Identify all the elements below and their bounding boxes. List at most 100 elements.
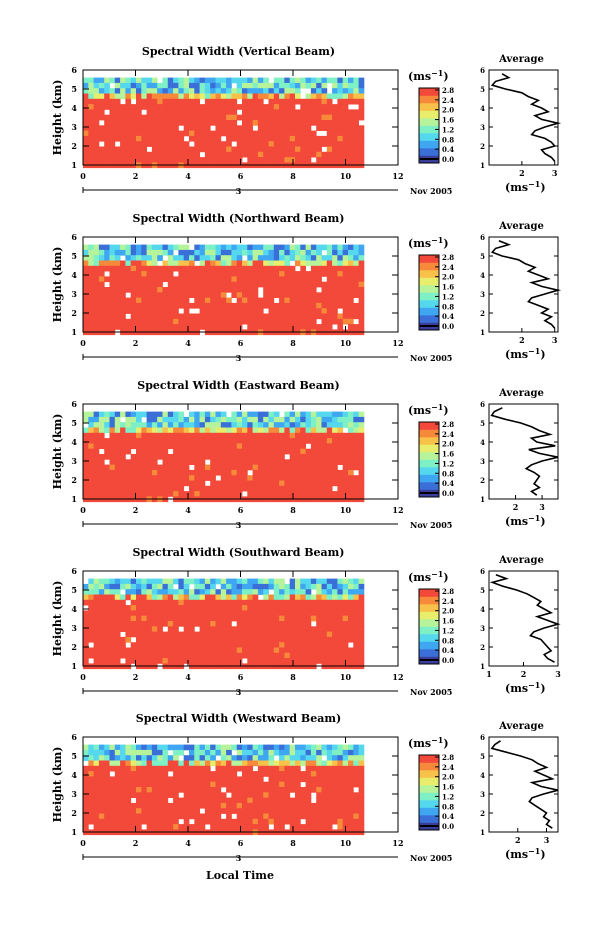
heatmap-cell — [353, 98, 359, 105]
heatmap-cell — [183, 647, 190, 654]
heatmap-cell — [162, 589, 169, 595]
heatmap-cell — [273, 104, 280, 110]
heatmap-cell — [247, 297, 253, 304]
panel-title: Spectral Width (Northward Beam) — [133, 212, 345, 225]
heatmap-cell — [204, 249, 211, 256]
colorbar-swatch — [419, 133, 439, 141]
heatmap-cell — [189, 744, 195, 751]
heatmap-cell — [289, 443, 296, 450]
heatmap-cell — [204, 276, 211, 283]
heatmap-cell — [226, 297, 232, 304]
heatmap-cell — [257, 104, 264, 110]
heatmap-cell — [273, 818, 280, 825]
heatmap-cell — [305, 631, 312, 638]
heatmap-cell — [337, 313, 344, 320]
heatmap-cell — [226, 93, 232, 100]
heatmap-cell — [125, 594, 132, 601]
heatmap-cell — [220, 776, 227, 783]
heatmap-cell — [114, 125, 121, 131]
heatmap-cell — [167, 292, 174, 298]
heatmap-cell — [136, 765, 142, 772]
heatmap-cell — [199, 313, 206, 320]
heatmap-cell — [358, 578, 365, 585]
heatmap-cell — [189, 114, 195, 121]
heatmap-cell — [199, 749, 206, 756]
heatmap-cell — [93, 443, 100, 450]
heatmap-cell — [316, 281, 322, 288]
heatmap-cell — [178, 647, 185, 654]
heatmap-cell — [231, 104, 238, 110]
heatmap-cell — [284, 271, 291, 277]
heatmap-cell — [215, 109, 222, 116]
heatmap-cell — [348, 631, 354, 638]
heatmap-cell — [242, 818, 248, 825]
heatmap-cell — [136, 749, 142, 756]
heatmap-cell — [332, 480, 338, 487]
heatmap-cell — [151, 157, 158, 163]
heatmap-cell — [295, 475, 301, 481]
heatmap-cell — [204, 448, 211, 455]
heatmap-cell — [83, 755, 89, 761]
heatmap-cell — [321, 443, 328, 450]
heatmap-cell — [358, 459, 365, 465]
heatmap-cell — [88, 626, 94, 632]
heatmap-cell — [284, 104, 291, 110]
heatmap-cell — [310, 652, 317, 659]
heatmap-cell — [321, 765, 328, 772]
heatmap-cell — [114, 292, 121, 298]
heatmap-cell — [236, 824, 243, 830]
heatmap-cell — [321, 255, 328, 261]
heatmap-cell — [194, 120, 200, 126]
heatmap-cell — [252, 594, 259, 601]
heatmap-cell — [321, 589, 328, 595]
heatmap-cell — [194, 589, 200, 595]
heatmap-cell — [162, 615, 169, 622]
heatmap-cell — [247, 464, 253, 471]
heatmap-cell — [337, 120, 344, 126]
heatmap-cell — [104, 82, 110, 89]
heatmap-cell — [353, 411, 359, 418]
heatmap-cell — [310, 610, 317, 617]
avg-profile-line — [490, 740, 559, 829]
colorbar-tick-label: 0.0 — [442, 155, 454, 164]
heatmap-cell — [162, 416, 169, 423]
heatmap-cell — [295, 765, 301, 772]
heatmap-cell — [98, 130, 105, 137]
heatmap-cell — [321, 813, 328, 820]
heatmap-cell — [136, 411, 142, 418]
heatmap-cell — [295, 244, 301, 251]
heatmap-cell — [83, 265, 89, 272]
heatmap-cell — [162, 594, 169, 601]
heatmap-cell — [353, 485, 359, 492]
heatmap-cell — [310, 88, 317, 94]
heatmap-cell — [93, 605, 100, 611]
colorbar-tick-label: 2.4 — [442, 430, 454, 439]
heatmap-cell — [104, 324, 110, 330]
heatmap-cell — [173, 287, 179, 293]
heatmap-cell — [257, 438, 264, 444]
heatmap-cell — [332, 469, 338, 476]
heatmap-cell — [157, 422, 163, 428]
heatmap-cell — [321, 626, 328, 632]
heatmap-cell — [141, 787, 147, 793]
heatmap-cell — [104, 594, 110, 601]
heatmap-cell — [141, 658, 147, 664]
heatmap-cell — [146, 427, 153, 434]
heatmap-cell — [189, 480, 195, 487]
heatmap-cell — [120, 318, 126, 325]
heatmap-cell — [114, 480, 121, 487]
heatmap-cell — [257, 652, 264, 659]
heatmap-cell — [236, 594, 243, 601]
heatmap-cell — [220, 109, 227, 116]
heatmap-cell — [136, 475, 142, 481]
heatmap-cell — [284, 135, 291, 142]
heatmap-cell — [332, 626, 338, 632]
heatmap-cell — [93, 130, 100, 137]
heatmap-cell — [189, 813, 195, 820]
heatmap-cell — [284, 469, 291, 476]
heatmap-cell — [130, 771, 137, 777]
heatmap-cell — [167, 594, 174, 601]
heatmap-cell — [189, 82, 195, 89]
heatmap-cell — [247, 130, 253, 137]
heatmap-cell — [104, 797, 110, 804]
